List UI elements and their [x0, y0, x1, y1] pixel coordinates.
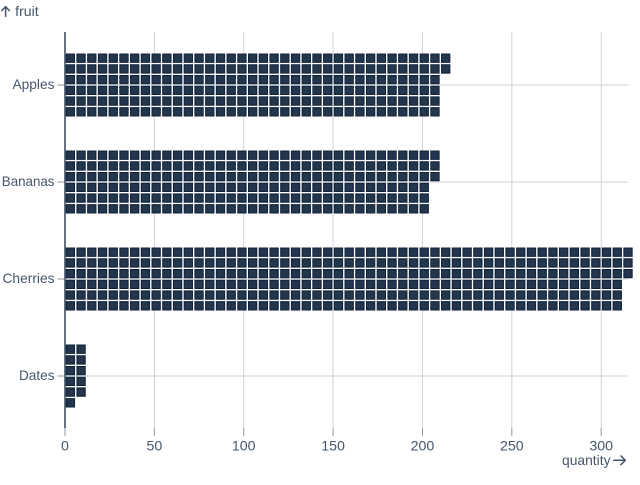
- svg-text:50: 50: [146, 438, 162, 454]
- svg-text:0: 0: [61, 438, 69, 454]
- svg-text:fruit: fruit: [15, 3, 39, 19]
- svg-text:Bananas: Bananas: [2, 173, 55, 189]
- svg-text:Apples: Apples: [13, 76, 55, 92]
- svg-text:300: 300: [589, 438, 613, 454]
- svg-text:200: 200: [411, 438, 435, 454]
- svg-text:Cherries: Cherries: [3, 270, 55, 286]
- svg-text:100: 100: [232, 438, 256, 454]
- svg-text:250: 250: [500, 438, 524, 454]
- svg-text:quantity: quantity: [562, 452, 611, 468]
- svg-text:150: 150: [321, 438, 345, 454]
- svg-text:Dates: Dates: [19, 367, 55, 383]
